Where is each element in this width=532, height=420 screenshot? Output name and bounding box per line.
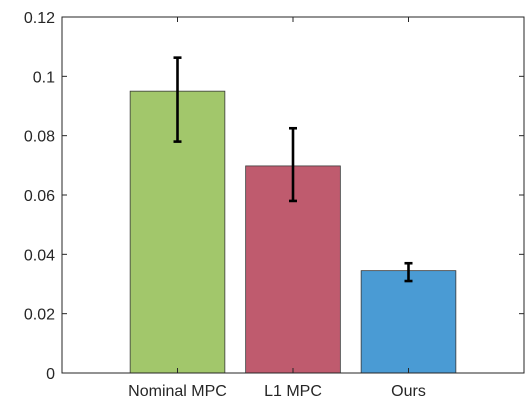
x-axis: Nominal MPC L1 MPC Ours <box>128 17 426 400</box>
y-tick-label: 0.04 <box>24 247 55 264</box>
y-tick-label: 0.12 <box>24 10 55 27</box>
x-category-label: Ours <box>391 383 426 400</box>
error-bars-group <box>173 56 413 283</box>
x-category-label: Nominal MPC <box>128 383 227 400</box>
y-tick-label: 0 <box>46 366 55 383</box>
y-tick-label: 0.08 <box>24 129 55 146</box>
x-category-label: L1 MPC <box>264 383 322 400</box>
y-tick-label: 0.02 <box>24 307 55 324</box>
y-axis: 0 0.02 0.04 0.06 0.08 0.1 0.12 <box>24 10 524 383</box>
bar-ours <box>360 270 457 374</box>
y-tick-label: 0.06 <box>24 188 55 205</box>
y-tick-label: 0.1 <box>33 69 55 86</box>
